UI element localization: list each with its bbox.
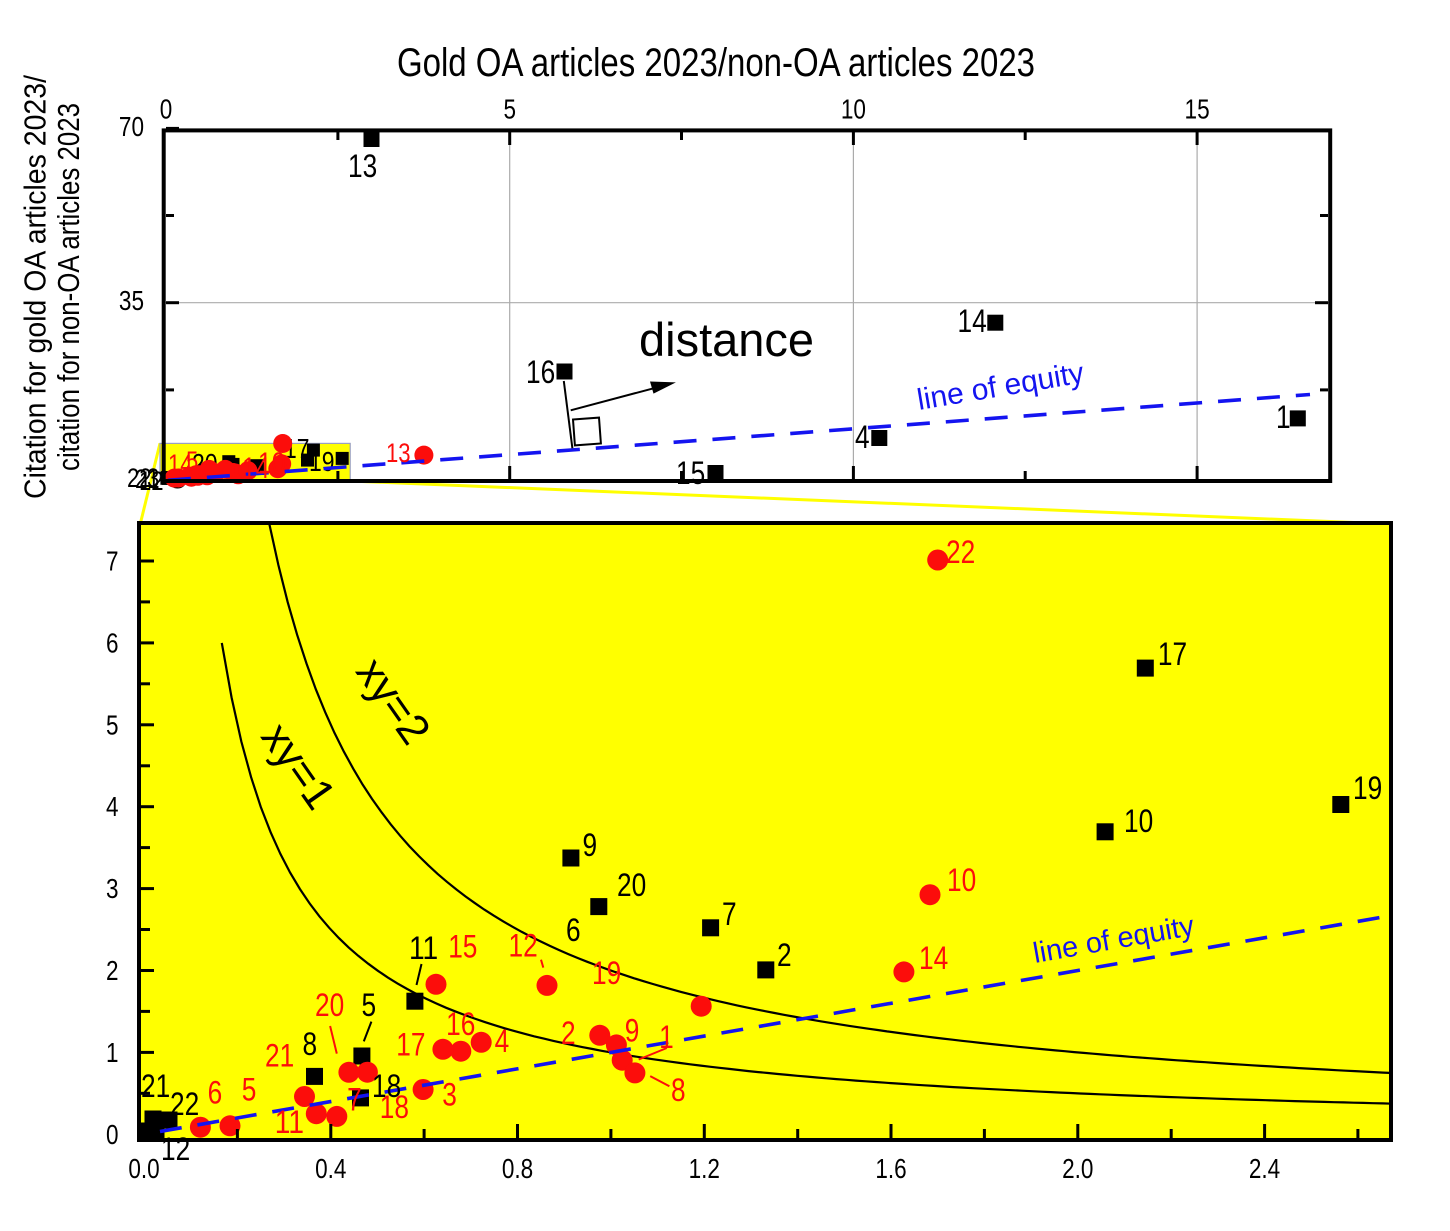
svg-text:0.4: 0.4: [315, 1153, 346, 1184]
svg-text:18: 18: [372, 1068, 401, 1104]
svg-text:5: 5: [242, 1072, 257, 1108]
svg-text:19: 19: [592, 955, 621, 991]
svg-text:12: 12: [509, 928, 538, 964]
svg-text:9: 9: [625, 1013, 640, 1049]
svg-text:35: 35: [119, 285, 144, 316]
svg-text:12: 12: [139, 466, 164, 496]
svg-text:2: 2: [777, 937, 792, 973]
svg-text:16: 16: [526, 354, 555, 390]
svg-text:21: 21: [265, 1038, 294, 1074]
svg-text:20: 20: [315, 987, 344, 1023]
svg-text:2.0: 2.0: [1062, 1153, 1093, 1184]
svg-text:0.0: 0.0: [128, 1153, 159, 1184]
svg-text:22: 22: [127, 463, 152, 493]
svg-text:13: 13: [348, 148, 377, 184]
svg-text:6: 6: [566, 912, 581, 948]
svg-text:5: 5: [106, 709, 119, 740]
svg-text:4: 4: [106, 791, 119, 822]
svg-text:17: 17: [1158, 636, 1187, 672]
svg-text:5: 5: [362, 987, 377, 1023]
svg-text:10: 10: [1124, 803, 1153, 839]
svg-text:7: 7: [347, 1081, 362, 1117]
svg-text:70: 70: [119, 111, 144, 142]
svg-text:10: 10: [947, 862, 976, 898]
svg-text:11: 11: [409, 930, 438, 966]
svg-text:6: 6: [106, 627, 119, 658]
svg-text:4: 4: [495, 1023, 510, 1059]
svg-text:14: 14: [958, 303, 987, 339]
svg-text:8: 8: [671, 1072, 686, 1108]
svg-text:21: 21: [141, 1068, 170, 1104]
svg-text:2.4: 2.4: [1249, 1153, 1280, 1184]
svg-text:22: 22: [170, 1086, 199, 1122]
svg-text:12: 12: [161, 1131, 190, 1167]
svg-text:0.8: 0.8: [502, 1153, 533, 1184]
svg-text:4: 4: [855, 419, 870, 455]
svg-text:11: 11: [275, 1104, 304, 1140]
svg-text:17: 17: [396, 1027, 425, 1063]
svg-text:2: 2: [561, 1015, 576, 1051]
svg-text:19: 19: [309, 446, 335, 477]
svg-text:1: 1: [659, 1019, 674, 1055]
svg-text:0: 0: [160, 94, 173, 125]
svg-text:citation for non-OA articles 2: citation for non-OA articles 2023: [51, 103, 86, 471]
svg-text:18: 18: [380, 1089, 409, 1125]
svg-text:1: 1: [1276, 399, 1291, 435]
svg-text:14: 14: [168, 449, 193, 479]
svg-text:7: 7: [106, 546, 119, 577]
svg-text:3: 3: [147, 463, 159, 493]
svg-text:5: 5: [186, 446, 198, 476]
svg-text:1: 1: [106, 1037, 119, 1068]
svg-text:21: 21: [135, 464, 160, 494]
svg-text:8: 8: [303, 1026, 318, 1062]
svg-text:10: 10: [258, 447, 285, 480]
svg-text:20: 20: [617, 867, 646, 903]
svg-text:1.6: 1.6: [875, 1153, 906, 1184]
svg-text:9: 9: [583, 827, 598, 863]
svg-text:15: 15: [1185, 94, 1210, 125]
svg-text:Gold OA articles 2023/non-OA a: Gold OA articles 2023/non-OA articles 20…: [397, 41, 1035, 85]
svg-text:16: 16: [446, 1006, 475, 1042]
svg-text:13: 13: [386, 438, 411, 468]
svg-text:22: 22: [946, 534, 975, 570]
svg-text:15: 15: [448, 928, 477, 964]
svg-text:3: 3: [442, 1076, 457, 1112]
svg-text:1.2: 1.2: [689, 1153, 720, 1184]
svg-text:14: 14: [919, 940, 948, 976]
svg-text:19: 19: [1353, 770, 1382, 806]
svg-text:3: 3: [106, 873, 119, 904]
svg-text:0: 0: [106, 1119, 119, 1150]
svg-text:Citation for gold OA articles: Citation for gold OA articles 2023/: [18, 75, 53, 499]
svg-text:6: 6: [208, 1074, 223, 1110]
svg-text:distance: distance: [639, 313, 814, 366]
svg-text:10: 10: [841, 94, 866, 125]
svg-text:5: 5: [503, 94, 516, 125]
svg-text:2: 2: [106, 955, 119, 986]
svg-text:7: 7: [722, 896, 737, 932]
